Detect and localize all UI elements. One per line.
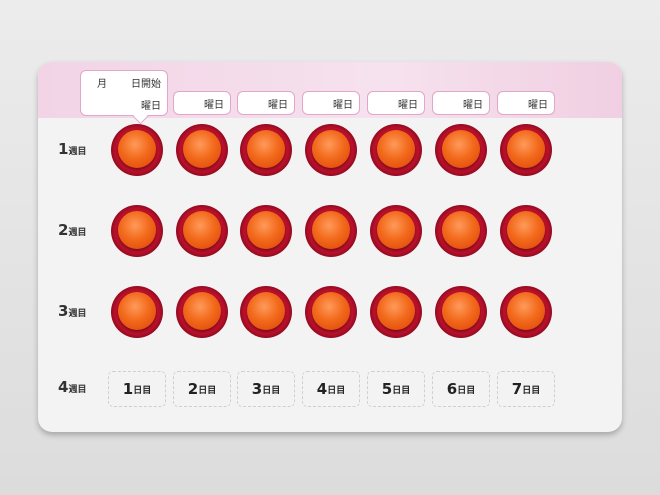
weekday-label: 曜日 <box>268 100 288 111</box>
day-slot: 3 日目 <box>237 371 295 407</box>
pill[interactable] <box>176 124 228 176</box>
pill[interactable] <box>240 286 292 338</box>
pill[interactable] <box>500 205 552 257</box>
week-label: 3週目 <box>58 302 87 320</box>
weekday-label: 曜日 <box>333 100 353 111</box>
weekday-label: 曜日 <box>204 100 224 111</box>
day-slot: 2 日目 <box>173 371 231 407</box>
weekday-label: 曜日 <box>398 100 418 111</box>
week-label: 2週目 <box>58 221 87 239</box>
pill[interactable] <box>500 286 552 338</box>
pill[interactable] <box>240 205 292 257</box>
weekday-box: 曜日 <box>432 91 490 115</box>
day-slot: 4 日目 <box>302 371 360 407</box>
pill[interactable] <box>176 286 228 338</box>
pill[interactable] <box>305 205 357 257</box>
pill[interactable] <box>111 205 163 257</box>
week-label: 4週目 <box>58 378 87 396</box>
pill[interactable] <box>111 286 163 338</box>
weekday-box: 曜日 <box>302 91 360 115</box>
pill[interactable] <box>240 124 292 176</box>
pill-pack: 月 日開始 曜日 曜日 曜日 曜日 曜日 曜日 曜日 1週目 2週目 3週目 4週目 1 日目 2 日目… <box>38 62 622 432</box>
weekday-label: 曜日 <box>528 100 548 111</box>
day-slot: 5 日目 <box>367 371 425 407</box>
pill[interactable] <box>435 286 487 338</box>
day-slot: 7 日目 <box>497 371 555 407</box>
pill[interactable] <box>370 286 422 338</box>
pill[interactable] <box>176 205 228 257</box>
month-label: 月 <box>97 79 107 90</box>
pill[interactable] <box>305 124 357 176</box>
pill[interactable] <box>435 205 487 257</box>
weekday-label: 曜日 <box>463 100 483 111</box>
day-slot: 6 日目 <box>432 371 490 407</box>
weekday-box: 曜日 <box>237 91 295 115</box>
weekday-box: 曜日 <box>173 91 231 115</box>
pill[interactable] <box>435 124 487 176</box>
start-label: 日開始 <box>131 79 161 90</box>
weekday-box: 曜日 <box>497 91 555 115</box>
week-label: 1週目 <box>58 140 87 158</box>
pill[interactable] <box>370 124 422 176</box>
weekday-label: 曜日 <box>141 101 161 112</box>
day-slot: 1 日目 <box>108 371 166 407</box>
pill[interactable] <box>370 205 422 257</box>
pill[interactable] <box>111 124 163 176</box>
start-day-box: 月 日開始 曜日 <box>80 70 168 116</box>
weekday-box: 曜日 <box>367 91 425 115</box>
pill[interactable] <box>500 124 552 176</box>
pill[interactable] <box>305 286 357 338</box>
weekday-header: 月 日開始 曜日 曜日 曜日 曜日 曜日 曜日 曜日 <box>38 62 622 118</box>
